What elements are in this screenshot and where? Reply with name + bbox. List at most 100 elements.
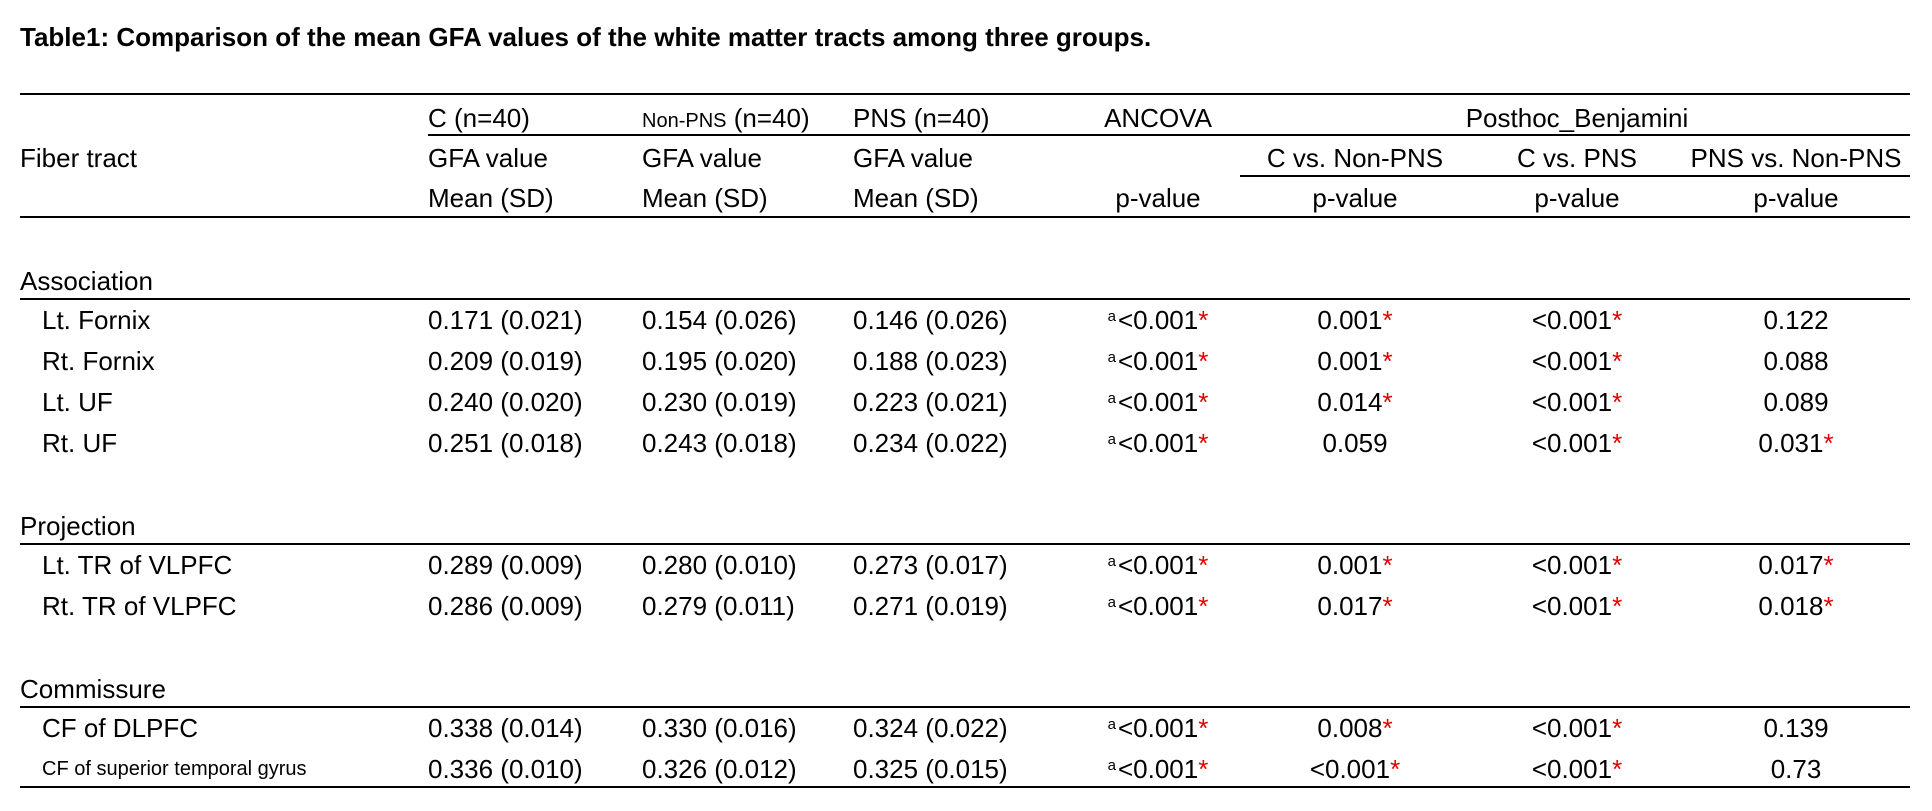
p-value: <0.001 bbox=[1531, 387, 1613, 417]
p-value: 0.059 bbox=[1322, 428, 1388, 458]
p-value-cell: <0.001* bbox=[1532, 389, 1622, 415]
significance-mark: * bbox=[1612, 550, 1623, 580]
significance-mark: * bbox=[1198, 387, 1209, 417]
p-value: 0.017 bbox=[1317, 591, 1383, 621]
p-value-cell: 0.001* bbox=[1317, 348, 1392, 374]
mean-sd: 0.279 (0.011) bbox=[642, 591, 795, 621]
tract-name: Rt. Fornix bbox=[42, 346, 155, 376]
mean-sd: 0.171 (0.021) bbox=[428, 305, 583, 335]
p-value-cell: 0.122 bbox=[1763, 307, 1828, 333]
p-value: <0.001 bbox=[1117, 346, 1199, 376]
tract-name: Lt. TR of VLPFC bbox=[42, 550, 233, 580]
column-subheader: GFA value bbox=[428, 143, 548, 173]
p-value-cell: 0.139 bbox=[1763, 715, 1828, 741]
significance-mark: * bbox=[1823, 550, 1834, 580]
superscript: a bbox=[1107, 431, 1116, 448]
mean-sd: 0.230 (0.019) bbox=[642, 387, 797, 417]
group-n: (n=40) bbox=[733, 103, 810, 133]
significance-mark: * bbox=[1198, 713, 1209, 743]
p-value-cell: 0.001* bbox=[1317, 552, 1392, 578]
p-value-cell: 0.73 bbox=[1771, 756, 1822, 782]
p-value-cell: 0.089 bbox=[1763, 389, 1828, 415]
p-value-cell: <0.001* bbox=[1532, 552, 1622, 578]
group-n: (n=40) bbox=[454, 103, 530, 133]
tract-name: Rt. TR of VLPFC bbox=[42, 591, 237, 621]
significance-mark: * bbox=[1382, 713, 1393, 743]
p-value-cell: 0.031* bbox=[1758, 430, 1833, 456]
mean-sd: 0.271 (0.019) bbox=[853, 591, 1008, 621]
p-value-cell: a<0.001* bbox=[1108, 715, 1209, 741]
column-subheader: p-value bbox=[1534, 183, 1620, 213]
superscript: a bbox=[1107, 553, 1116, 570]
rule bbox=[20, 786, 1910, 788]
significance-mark: * bbox=[1198, 591, 1209, 621]
group-n: (n=40) bbox=[913, 103, 990, 133]
significance-mark: * bbox=[1612, 591, 1623, 621]
significance-mark: * bbox=[1198, 428, 1209, 458]
significance-mark: * bbox=[1612, 305, 1623, 335]
p-value-cell: a<0.001* bbox=[1108, 307, 1209, 333]
significance-mark: * bbox=[1390, 754, 1401, 784]
p-value: 0.001 bbox=[1317, 305, 1383, 335]
section-label: Commissure bbox=[20, 674, 166, 704]
p-value: <0.001 bbox=[1309, 754, 1391, 784]
p-value: <0.001 bbox=[1531, 754, 1613, 784]
significance-mark: * bbox=[1382, 387, 1393, 417]
p-value: <0.001 bbox=[1531, 591, 1613, 621]
mean-sd: 0.154 (0.026) bbox=[642, 305, 797, 335]
p-value: 0.001 bbox=[1317, 550, 1383, 580]
mean-sd: 0.251 (0.018) bbox=[428, 428, 583, 458]
column-subheader: Mean (SD) bbox=[428, 183, 554, 213]
p-value-cell: a<0.001* bbox=[1108, 389, 1209, 415]
mean-sd: 0.324 (0.022) bbox=[853, 713, 1008, 743]
significance-mark: * bbox=[1612, 713, 1623, 743]
p-value: 0.122 bbox=[1763, 305, 1829, 335]
p-value: <0.001 bbox=[1531, 346, 1613, 376]
p-value-cell: a<0.001* bbox=[1108, 348, 1209, 374]
mean-sd: 0.330 (0.016) bbox=[642, 713, 797, 743]
p-value-cell: <0.001* bbox=[1532, 348, 1622, 374]
superscript: a bbox=[1107, 390, 1116, 407]
p-value-cell: <0.001* bbox=[1310, 756, 1400, 782]
significance-mark: * bbox=[1382, 550, 1393, 580]
p-value: <0.001 bbox=[1531, 550, 1613, 580]
mean-sd: 0.146 (0.026) bbox=[853, 305, 1008, 335]
p-value: 0.139 bbox=[1763, 713, 1829, 743]
p-value: <0.001 bbox=[1117, 713, 1199, 743]
p-value: 0.001 bbox=[1317, 346, 1383, 376]
p-value-cell: a<0.001* bbox=[1108, 552, 1209, 578]
p-value: 0.008 bbox=[1317, 713, 1383, 743]
rule bbox=[20, 298, 1910, 300]
p-value: <0.001 bbox=[1117, 550, 1199, 580]
mean-sd: 0.209 (0.019) bbox=[428, 346, 583, 376]
p-value-cell: 0.014* bbox=[1317, 389, 1392, 415]
superscript: a bbox=[1107, 594, 1116, 611]
p-value: <0.001 bbox=[1531, 305, 1613, 335]
column-subheader: Mean (SD) bbox=[642, 183, 768, 213]
superscript: a bbox=[1107, 757, 1116, 774]
column-subheader: p-value bbox=[1115, 183, 1201, 213]
tract-name: Rt. UF bbox=[42, 428, 118, 458]
p-value-cell: a<0.001* bbox=[1108, 593, 1209, 619]
group-header: Non-PNS (n=40) bbox=[642, 105, 810, 131]
tract-name: CF of superior temporal gyrus bbox=[42, 758, 307, 780]
mean-sd: 0.325 (0.015) bbox=[853, 754, 1008, 784]
rule bbox=[1240, 175, 1910, 177]
p-value: <0.001 bbox=[1117, 754, 1199, 784]
p-value-cell: a<0.001* bbox=[1108, 756, 1209, 782]
rule bbox=[20, 216, 1910, 218]
mean-sd: 0.188 (0.023) bbox=[853, 346, 1008, 376]
significance-mark: * bbox=[1198, 754, 1209, 784]
rule bbox=[20, 543, 1910, 545]
p-value: 0.018 bbox=[1758, 591, 1824, 621]
tract-name: CF of DLPFC bbox=[42, 713, 199, 743]
group-header: C (n=40) bbox=[428, 105, 530, 131]
group-name: C bbox=[428, 103, 447, 133]
p-value-cell: <0.001* bbox=[1532, 307, 1622, 333]
p-value-cell: 0.017* bbox=[1317, 593, 1392, 619]
significance-mark: * bbox=[1382, 591, 1393, 621]
group-header: PNS (n=40) bbox=[853, 105, 990, 131]
p-value: <0.001 bbox=[1531, 428, 1613, 458]
significance-mark: * bbox=[1198, 346, 1209, 376]
